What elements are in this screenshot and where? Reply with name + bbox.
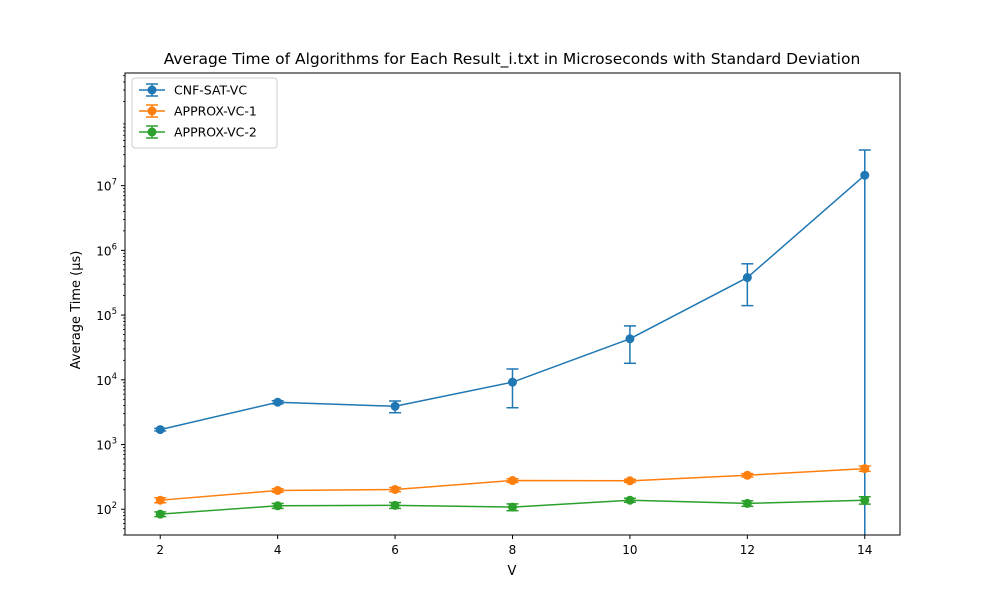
data-point — [390, 401, 400, 411]
data-point — [390, 500, 400, 510]
legend-label: APPROX-VC-1 — [174, 104, 257, 119]
y-tick-exponent: 2 — [112, 501, 117, 511]
x-axis-label: V — [508, 564, 517, 579]
series-0 — [154, 149, 871, 535]
data-point — [860, 170, 870, 180]
data-point — [273, 485, 283, 495]
legend-item: CNF-SAT-VC — [139, 83, 247, 98]
x-tick-label: 6 — [391, 543, 399, 557]
chart-title: Average Time of Algorithms for Each Resu… — [164, 50, 861, 69]
data-point — [155, 425, 165, 435]
data-point — [390, 484, 400, 494]
legend-label: CNF-SAT-VC — [174, 83, 247, 98]
legend-item: APPROX-VC-2 — [139, 125, 257, 140]
x-tick-label: 12 — [740, 543, 755, 557]
data-point — [508, 476, 517, 486]
series-layer — [154, 149, 871, 535]
legend-box — [131, 77, 278, 149]
legend-item: APPROX-VC-1 — [139, 104, 257, 119]
data-point — [155, 495, 165, 505]
legend-marker — [147, 85, 157, 95]
y-axis-label: Average Time (μs) — [69, 251, 84, 370]
y-tick-exponent: 7 — [112, 178, 117, 188]
y-tick-exponent: 5 — [112, 307, 117, 317]
data-point — [742, 470, 752, 480]
x-tick-label: 14 — [857, 543, 872, 557]
series-2 — [154, 495, 871, 519]
data-point — [860, 464, 870, 474]
data-point — [742, 498, 752, 508]
legend-marker — [147, 106, 157, 116]
legend: CNF-SAT-VC APPROX-VC-1 APPROX-VC-2 — [131, 77, 278, 149]
data-point — [155, 509, 165, 519]
y-tick-exponent: 6 — [112, 242, 117, 252]
data-point — [625, 476, 635, 486]
legend-marker — [147, 127, 157, 137]
x-tick-label: 8 — [509, 543, 517, 557]
x-tick-label: 10 — [622, 543, 637, 557]
x-tick-label: 4 — [274, 543, 282, 557]
data-point — [625, 495, 635, 505]
data-point — [508, 502, 517, 512]
data-point — [860, 495, 870, 505]
series-1 — [154, 464, 871, 505]
legend-label: APPROX-VC-2 — [174, 125, 257, 140]
data-point — [508, 377, 517, 387]
data-point — [742, 273, 752, 283]
y-tick-exponent: 4 — [112, 372, 117, 382]
data-point — [273, 397, 283, 407]
data-point — [273, 501, 283, 511]
data-point — [625, 334, 635, 344]
y-tick-exponent: 3 — [112, 437, 117, 447]
x-tick-label: 2 — [156, 543, 164, 557]
